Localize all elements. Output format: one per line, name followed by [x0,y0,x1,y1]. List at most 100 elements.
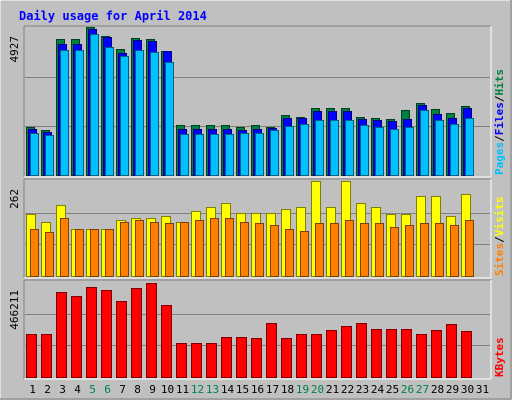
bar-sites-day-27 [420,223,429,277]
bar-kbytes-day-2 [41,334,52,378]
x-label-day-17: 17 [266,383,279,396]
legend-item: Sites [493,243,506,276]
bar-kbytes-day-25 [386,329,397,378]
bar-pages-day-7 [120,56,129,176]
bar-pages-day-16 [255,133,264,176]
bar-kbytes-day-17 [266,323,277,378]
bar-kbytes-day-5 [86,287,97,378]
x-label-day-13: 13 [206,383,219,396]
x-label-day-20: 20 [311,383,324,396]
bar-sites-day-28 [435,223,444,277]
bar-kbytes-day-23 [356,323,367,378]
bar-kbytes-day-30 [461,331,472,378]
bar-pages-day-15 [240,133,249,176]
bar-sites-day-16 [255,223,264,277]
x-label-day-22: 22 [341,383,354,396]
legend-item: KBytes [493,337,506,377]
bar-pages-day-27 [420,110,429,176]
bar-kbytes-day-26 [401,329,412,378]
bar-kbytes-day-27 [416,334,427,378]
legend-separator: / [493,236,506,243]
bar-pages-day-11 [180,134,189,176]
bar-sites-day-12 [195,220,204,277]
bar-pages-day-9 [150,52,159,176]
bar-pages-day-4 [75,50,84,176]
bar-pages-day-18 [285,126,294,176]
bar-sites-day-3 [60,218,69,277]
bar-sites-day-2 [45,232,54,277]
bar-kbytes-day-3 [56,292,67,378]
bar-pages-day-25 [390,129,399,176]
bar-pages-day-30 [465,118,474,176]
legend-item: Visits [493,197,506,237]
bar-pages-day-13 [210,134,219,176]
x-label-day-7: 7 [119,383,126,396]
x-label-day-29: 29 [446,383,459,396]
bar-kbytes-day-13 [206,343,217,378]
chart-title: Daily usage for April 2014 [19,9,207,23]
bar-pages-day-29 [450,124,459,176]
bar-sites-day-17 [270,225,279,277]
x-label-day-16: 16 [251,383,264,396]
bar-pages-day-10 [165,62,174,176]
bar-pages-day-22 [345,120,354,176]
bar-sites-day-26 [405,225,414,277]
bar-sites-day-8 [135,220,144,277]
bar-pages-day-17 [270,130,279,176]
panel-visits-sites: 262 Sites/Visits [8,178,506,279]
bar-kbytes-day-4 [71,296,82,378]
bar-pages-day-2 [45,135,54,176]
bar-pages-day-12 [195,134,204,176]
bar-pages-day-8 [135,50,144,176]
x-label-day-2: 2 [44,383,51,396]
bar-sites-day-15 [240,222,249,277]
bar-sites-day-13 [210,218,219,277]
bar-sites-day-10 [165,223,174,277]
bar-sites-day-23 [360,223,369,277]
x-label-day-25: 25 [386,383,399,396]
x-label-day-19: 19 [296,383,309,396]
x-label-day-23: 23 [356,383,369,396]
bar-pages-day-3 [60,50,69,176]
x-label-day-8: 8 [134,383,141,396]
bar-kbytes-day-16 [251,338,262,378]
bar-sites-day-19 [300,231,309,277]
legend: KBytes [493,337,506,377]
bar-pages-day-23 [360,125,369,176]
bar-sites-day-1 [30,229,39,277]
y-axis-max-label: 262 [8,189,21,209]
bar-sites-day-29 [450,225,459,277]
bar-sites-day-9 [150,222,159,277]
bar-kbytes-day-1 [26,334,37,378]
bar-pages-day-14 [225,134,234,176]
bar-pages-day-5 [90,34,99,176]
panel-kbytes: 466211 KBytes [8,279,506,380]
bar-pages-day-20 [315,120,324,176]
legend-item: Hits [493,69,506,96]
bar-pages-day-24 [375,127,384,176]
x-label-day-18: 18 [281,383,294,396]
bar-kbytes-day-11 [176,343,187,378]
chart-panels: 4927 Pages/Files/Hits 262 Sites/Visits 46621… [8,25,506,380]
bar-kbytes-day-10 [161,305,172,378]
bar-kbytes-day-29 [446,324,457,378]
bar-sites-day-21 [330,223,339,277]
legend: Pages/Files/Hits [493,69,506,175]
x-label-day-26: 26 [401,383,414,396]
bar-kbytes-day-12 [191,343,202,378]
bar-sites-day-14 [225,218,234,277]
bar-sites-day-11 [180,222,189,277]
x-label-day-28: 28 [431,383,444,396]
bar-kbytes-day-6 [101,290,112,378]
x-label-day-21: 21 [326,383,339,396]
bar-pages-day-26 [405,127,414,176]
bar-kbytes-day-24 [371,329,382,378]
x-axis-labels: 1 2 3 4 5 6 7 8 9 10 11 12 13 14 15 16 17 18 19 20 21 22 23 24 2… [29,383,489,396]
bar-sites-day-7 [120,222,129,277]
y-axis-max-label: 4927 [8,36,21,63]
bar-kbytes-day-9 [146,283,157,378]
bar-sites-day-22 [345,220,354,277]
bar-pages-day-28 [435,120,444,176]
bar-kbytes-day-7 [116,301,127,378]
